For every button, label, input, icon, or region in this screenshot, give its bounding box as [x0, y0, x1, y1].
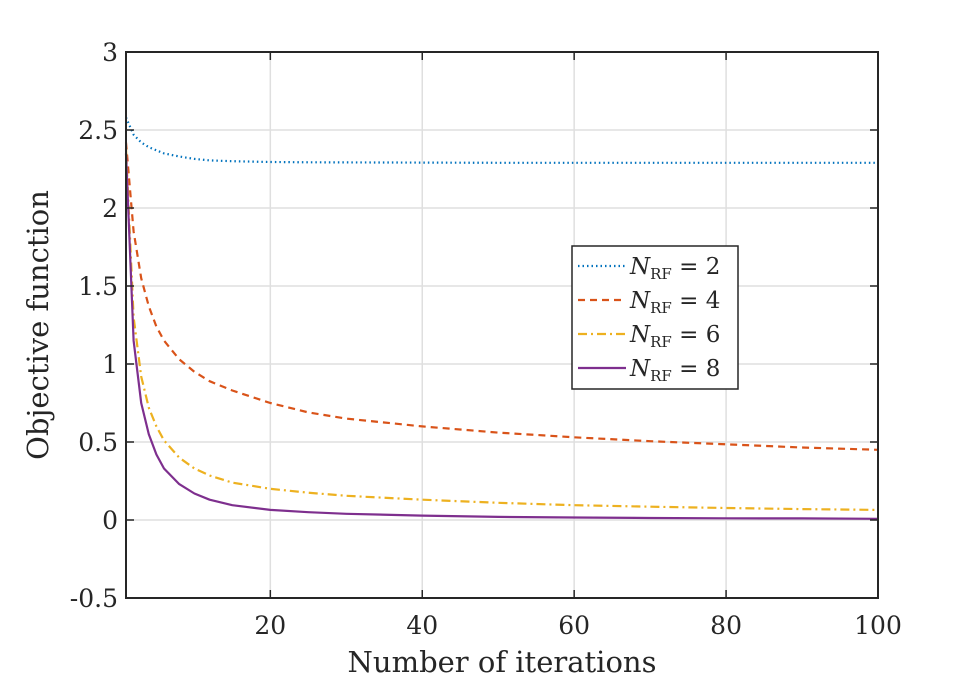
legend: NRF = 2 NRF = 4 NRF = 6 NRF = 8: [571, 245, 739, 390]
axis-ticks: [126, 51, 879, 599]
plot-frame: [125, 51, 879, 599]
y-tick-label: 0.5: [78, 428, 118, 457]
series-lines: [124, 117, 879, 520]
legend-label: NRF = 8: [629, 356, 720, 385]
y-tick-label: 0: [102, 506, 118, 535]
x-tick-labels: 20 40 60 80 100: [254, 611, 901, 640]
y-axis-label: Objective function: [21, 190, 55, 460]
x-tick-label: 100: [854, 611, 902, 640]
y-tick-label: 1.5: [78, 272, 118, 301]
y-tick-label: 3: [102, 38, 118, 67]
x-tick-label: 80: [710, 611, 742, 640]
y-tick-label: 2.5: [78, 116, 118, 145]
y-tick-label: -0.5: [70, 584, 118, 613]
x-axis-label: Number of iterations: [348, 645, 657, 679]
y-tick-label: 1: [102, 350, 118, 379]
series-line-nrf-8: [124, 153, 879, 520]
series-line-nrf-4: [124, 142, 879, 451]
legend-label: NRF = 6: [629, 322, 720, 351]
x-tick-label: 40: [406, 611, 438, 640]
y-tick-labels: -0.5 0 0.5 1 1.5 2 2.5 3: [70, 38, 118, 613]
legend-box: [571, 245, 739, 390]
x-tick-label: 60: [558, 611, 590, 640]
y-tick-label: 2: [102, 194, 118, 223]
series-line-nrf-6: [124, 148, 879, 511]
legend-label: NRF = 4: [629, 288, 720, 317]
x-tick-label: 20: [254, 611, 286, 640]
legend-label: NRF = 2: [629, 254, 720, 283]
